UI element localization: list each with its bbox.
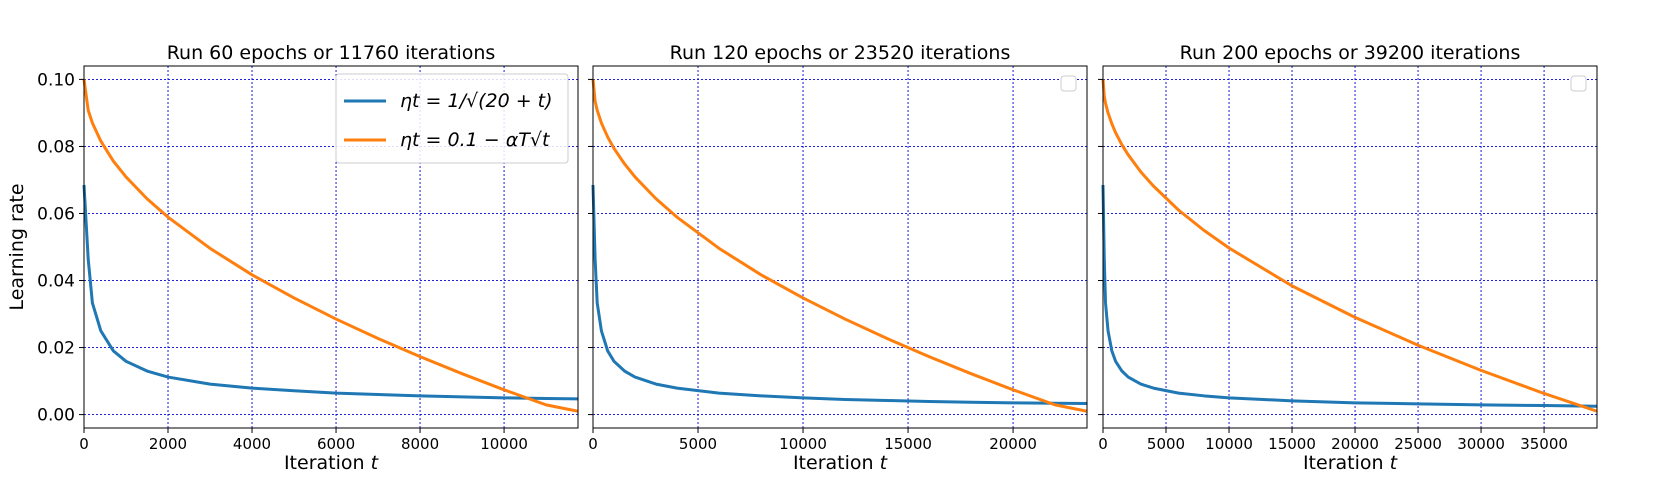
y-tick-label: 0.02 xyxy=(37,339,75,359)
y-tick-label: 0.06 xyxy=(37,204,75,224)
empty-legend-box xyxy=(1570,75,1587,92)
legend-label-series-1: ηt = 1/√(20 + t) xyxy=(400,90,553,112)
chart-title: Run 60 epochs or 11760 iterations xyxy=(167,42,496,64)
x-axis-label: Iteration t xyxy=(1303,452,1399,474)
legend-label-series-2: ηt = 0.1 − αT√t xyxy=(400,129,551,151)
x-tick-label: 20000 xyxy=(1331,435,1379,453)
x-tick-label: 0 xyxy=(1098,435,1108,453)
x-axis-label: Iteration t xyxy=(284,452,380,474)
axes-frame xyxy=(1102,65,1598,429)
panel-1: 0 2000 4000 6000 8000 10000 0.00 0.02 0.04 0.06 0.… xyxy=(6,42,579,474)
x-tick-label: 8000 xyxy=(401,435,439,453)
empty-legend-box xyxy=(1060,75,1077,92)
x-tick-label: 2000 xyxy=(149,435,187,453)
panel-3: 0 5000 10000 15000 20000 25000 30000 35000 Run … xyxy=(1098,42,1598,474)
legend: ηt = 1/√(20 + t) ηt = 0.1 − αT√t xyxy=(335,73,569,164)
x-tick-label: 15000 xyxy=(884,435,932,453)
panel-2: 0 5000 10000 15000 20000 Run 120 epochs or 2… xyxy=(588,42,1088,474)
series-1-line xyxy=(591,184,1088,406)
x-tick-label: 10000 xyxy=(1205,435,1253,453)
x-tick-label: 6000 xyxy=(317,435,355,453)
series-2-line xyxy=(591,79,1088,413)
x-axis-label: Iteration t xyxy=(793,452,889,474)
x-tick-label: 30000 xyxy=(1457,435,1505,453)
series-1-line xyxy=(82,184,579,401)
series-2-line xyxy=(82,79,579,413)
x-tick-label: 0 xyxy=(588,435,598,453)
x-tick-label: 5000 xyxy=(679,435,717,453)
y-tick-label: 0.00 xyxy=(37,406,75,426)
x-tick-label: 25000 xyxy=(1394,435,1442,453)
y-axis-label: Learning rate xyxy=(6,183,28,310)
y-tick-label: 0.08 xyxy=(37,137,75,157)
x-tick-label: 20000 xyxy=(989,435,1037,453)
series-1-line xyxy=(1101,184,1598,408)
x-tick-label: 5000 xyxy=(1147,435,1185,453)
axes-frame xyxy=(592,65,1088,429)
x-tick-label: 4000 xyxy=(233,435,271,453)
axes-frame xyxy=(83,65,579,429)
chart-title: Run 120 epochs or 23520 iterations xyxy=(670,42,1011,64)
x-tick-label: 10000 xyxy=(480,435,528,453)
x-tick-label: 15000 xyxy=(1268,435,1316,453)
legend-box xyxy=(335,73,569,164)
x-tick-label: 10000 xyxy=(779,435,827,453)
y-tick-label: 0.04 xyxy=(37,272,75,292)
chart-title: Run 200 epochs or 39200 iterations xyxy=(1180,42,1521,64)
series-2-line xyxy=(1101,79,1598,413)
y-tick-label: 0.10 xyxy=(37,70,75,90)
x-tick-label: 0 xyxy=(79,435,89,453)
x-tick-label: 35000 xyxy=(1520,435,1568,453)
